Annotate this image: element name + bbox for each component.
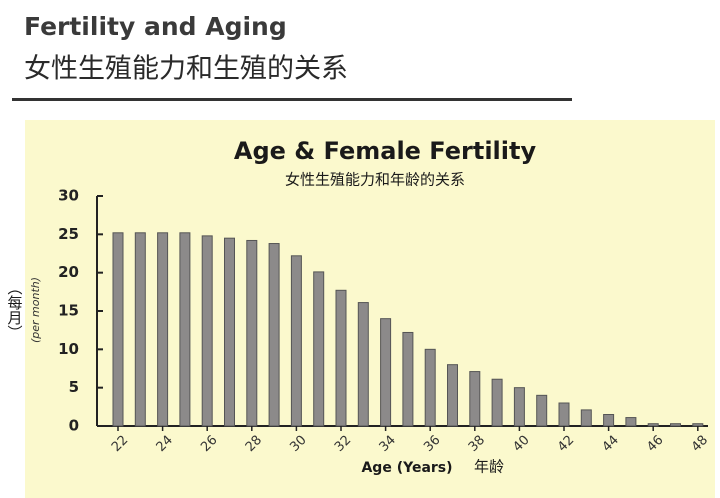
chart-subtitle: 女性生殖能力和年龄的关系	[285, 171, 465, 189]
divider	[12, 98, 572, 101]
slide-title: Fertility and Aging	[24, 12, 287, 41]
y-label: (per month)	[29, 277, 42, 343]
bar	[112, 232, 124, 427]
bar	[179, 232, 191, 427]
bar	[380, 318, 392, 427]
bar	[246, 239, 258, 427]
bar	[513, 387, 525, 427]
slide-subtitle: 女性生殖能力和生殖的关系	[24, 54, 348, 85]
bar	[402, 331, 414, 427]
bar	[692, 423, 704, 427]
bar	[157, 232, 169, 427]
y-tick-label: 20	[58, 263, 79, 281]
y-tick-label: 25	[58, 225, 79, 243]
bar	[603, 414, 615, 427]
bar	[447, 364, 458, 427]
y-tick-label: 15	[58, 302, 79, 320]
bar	[647, 423, 659, 427]
y-tick-label: 0	[69, 417, 79, 435]
bar	[313, 271, 325, 427]
bar	[670, 423, 681, 427]
y-tick-label: 5	[69, 378, 79, 396]
bar	[558, 402, 570, 427]
bar	[536, 394, 548, 427]
bar	[424, 348, 436, 427]
bar	[335, 289, 347, 427]
bar	[580, 409, 592, 427]
x-label: Age (Years)	[361, 460, 452, 476]
bar	[357, 302, 369, 427]
y-tick-label: 30	[58, 187, 79, 205]
chart-title: Age & Female Fertility	[234, 137, 537, 165]
bar	[625, 417, 637, 427]
bar	[268, 243, 280, 427]
bar	[469, 371, 481, 427]
y-label-zh: （每月）	[6, 280, 24, 340]
bar	[224, 237, 235, 427]
bar	[491, 378, 503, 427]
bar	[290, 255, 302, 427]
bar	[201, 235, 213, 427]
y-tick-label: 10	[58, 340, 79, 358]
bar	[134, 232, 146, 427]
x-label-zh: 年龄	[474, 458, 504, 476]
